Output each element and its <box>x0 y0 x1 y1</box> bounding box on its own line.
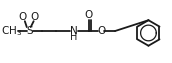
Text: S: S <box>26 26 33 36</box>
Text: O: O <box>30 12 39 22</box>
Text: H: H <box>70 32 78 42</box>
Text: O: O <box>19 12 27 22</box>
Text: O: O <box>97 26 105 36</box>
Text: N: N <box>70 26 78 36</box>
Text: O: O <box>84 10 93 20</box>
Text: CH$_3$: CH$_3$ <box>2 24 23 38</box>
